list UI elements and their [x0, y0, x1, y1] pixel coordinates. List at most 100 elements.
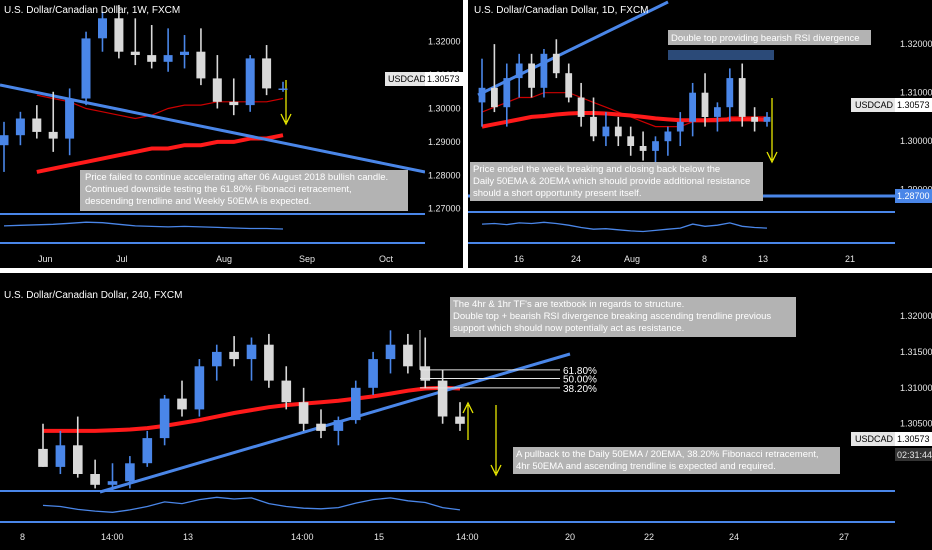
x-tick-label: Jul [116, 254, 128, 264]
candle-body [246, 344, 257, 360]
ema50-line [36, 133, 284, 174]
candle-body [552, 53, 560, 74]
candle-body [212, 78, 222, 102]
y-tick-label: 1.32000 [900, 311, 932, 321]
h4-axis-bg [895, 273, 932, 550]
candle-body [130, 51, 140, 55]
fib-level-label: 38.20% [563, 384, 597, 395]
candle-body [689, 92, 696, 122]
candle-body [763, 116, 771, 122]
y-tick-label: 1.30500 [900, 419, 932, 429]
candle-body [177, 398, 187, 410]
ema50-line [481, 111, 768, 129]
x-tick-label: 24 [571, 254, 581, 264]
fib-level-label: 61.80% [563, 366, 597, 377]
daily-level-tag-value: 1.28700 [897, 191, 930, 201]
candle-body [180, 51, 189, 55]
h4-annotation-line: Double top + bearish RSI divergence brea… [453, 311, 771, 322]
candle-body [32, 118, 42, 132]
x-tick-label: 22 [644, 532, 654, 542]
candle-body [627, 136, 635, 146]
candle-body [229, 351, 239, 360]
pane-divider-vertical [463, 0, 468, 270]
x-tick-label: 21 [845, 254, 855, 264]
y-tick-label: 1.30000 [900, 136, 932, 146]
rsi-line [481, 221, 768, 233]
candle-body [147, 55, 157, 62]
h4-chart-title: U.S. Dollar/Canadian Dollar, 240, FXCM [4, 290, 182, 301]
candle-body [264, 344, 274, 381]
candle-body [614, 126, 622, 137]
candle-body [503, 78, 511, 108]
fib-level-label: 50.00% [563, 374, 597, 385]
candle-body [114, 18, 124, 52]
y-tick-label: 1.27000 [428, 204, 461, 214]
weekly-annotation-line: Continued downside testing the 61.80% Fi… [85, 184, 352, 195]
y-tick-label: 1.29000 [428, 137, 461, 147]
candle-body [15, 118, 25, 136]
candle-body [528, 63, 535, 88]
weekly-price-badge [385, 72, 425, 86]
weekly-chart-title: U.S. Dollar/Canadian Dollar, 1W, FXCM [4, 5, 180, 16]
down-arrow [490, 405, 502, 477]
y-tick-label: 1.32000 [428, 37, 461, 47]
chart-4h[interactable]: 61.80%50.00%38.20% The 4hr & 1hr TF's ar… [0, 273, 932, 550]
candle-body [194, 366, 205, 410]
x-tick-label: Aug [624, 254, 640, 264]
candle-body [590, 116, 597, 137]
x-tick-label: 13 [183, 532, 193, 542]
x-tick-label: 24 [729, 532, 739, 542]
candle-body [351, 387, 361, 421]
chart-weekly[interactable]: Price failed to continue accelerating af… [0, 0, 463, 268]
candle-body [738, 78, 746, 117]
daily-price-tag [895, 98, 932, 112]
weekly-plot-area [0, 0, 425, 250]
h4-annotation-box-top [450, 297, 796, 337]
x-tick-label: Aug [216, 254, 232, 264]
h4-annotation-line: support which should now potentially act… [453, 323, 684, 334]
candle-body [245, 58, 255, 106]
candle-body [90, 474, 100, 485]
x-tick-label: 16 [514, 254, 524, 264]
x-tick-label: 8 [20, 532, 25, 542]
candle-body [281, 380, 292, 403]
candle-body [639, 146, 647, 151]
daily-chart-title: U.S. Dollar/Canadian Dollar, 1D, FXCM [474, 5, 649, 16]
daily-annotation-line: should a short opportunity present itsel… [473, 188, 641, 199]
candle-body [385, 344, 396, 360]
down-arrow [280, 80, 292, 126]
candle-body [316, 423, 326, 431]
x-tick-label: 8 [702, 254, 707, 264]
candle-body [455, 416, 465, 424]
h4-price-badge [851, 432, 895, 446]
daily-annotation-box [470, 162, 763, 201]
daily-annotation-line: Double top providing bearish RSI diverge… [671, 33, 860, 44]
candle-body [676, 121, 684, 132]
h4-countdown-tag [895, 448, 932, 461]
candle-body [491, 87, 498, 108]
candle-body [0, 135, 9, 146]
weekly-annotation-line: descending trendline and Weekly 50EMA is… [85, 196, 311, 207]
candle-body [98, 18, 107, 39]
ema50-line [43, 385, 461, 433]
daily-price-tag-value: 1.30573 [897, 100, 930, 110]
daily-axis-bg [895, 0, 932, 268]
y-tick-label: 1.31000 [900, 383, 932, 393]
x-tick-label: 14:00 [101, 532, 124, 542]
pane-divider-horizontal [0, 268, 932, 273]
daily-level-tag [895, 189, 932, 203]
h4-price-badge-symbol: USDCAD [855, 434, 894, 444]
candle-body [403, 344, 413, 367]
candle-body [726, 78, 734, 108]
y-tick-label: 1.31500 [900, 347, 932, 357]
candle-body [515, 63, 523, 79]
candle-body [565, 73, 573, 98]
candle-body [163, 55, 173, 62]
x-tick-label: 14:00 [291, 532, 314, 542]
candle-body [478, 87, 486, 103]
ema20-line [36, 94, 284, 120]
candle-body [48, 131, 58, 139]
candle-body [142, 438, 153, 464]
x-tick-label: 20 [565, 532, 575, 542]
chart-daily[interactable]: Double top providing bearish RSI diverge… [468, 0, 932, 268]
